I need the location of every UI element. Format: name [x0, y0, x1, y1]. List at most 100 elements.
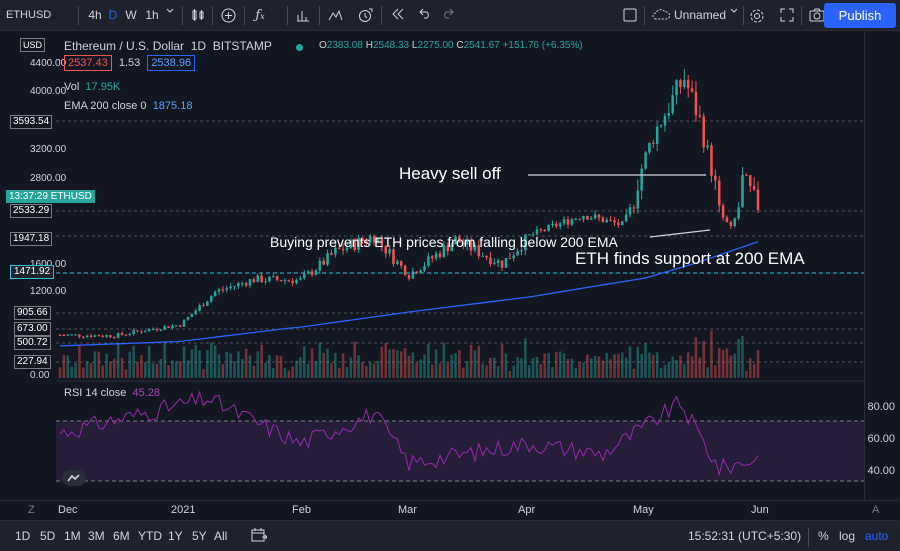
go-to-date-icon[interactable]	[251, 528, 268, 545]
range-5d[interactable]: 5D	[40, 529, 56, 543]
range-5y[interactable]: 5Y	[192, 529, 207, 543]
template-icon[interactable]	[325, 6, 345, 25]
volume-bar	[516, 357, 519, 378]
ask-price[interactable]: 2538.96	[147, 55, 196, 71]
volume-bar	[714, 365, 717, 378]
volume-legend[interactable]: Vol 17.95K	[64, 81, 121, 93]
volume-bar	[268, 355, 271, 378]
buying-pointer	[649, 229, 711, 238]
candle-body	[97, 335, 101, 337]
divider	[182, 6, 183, 25]
candle-body	[198, 305, 201, 311]
candle-body	[109, 335, 112, 338]
publish-button[interactable]: Publish	[824, 3, 896, 28]
time-axis[interactable]: Z Dec 2021 Feb Mar Apr May Jun A	[0, 500, 900, 520]
add-icon[interactable]	[218, 6, 238, 25]
cloud-icon[interactable]	[650, 6, 672, 25]
candle-body	[655, 126, 659, 144]
volume-bar	[558, 351, 562, 378]
range-3m[interactable]: 3M	[88, 529, 105, 543]
price-chart[interactable]	[0, 31, 900, 500]
right-axis[interactable]: 80.00 60.00 40.00	[864, 31, 900, 500]
range-1m[interactable]: 1M	[64, 529, 81, 543]
volume-bar	[128, 351, 132, 378]
volume-bar	[729, 355, 733, 378]
fx-icon[interactable]: ƒx	[255, 8, 265, 23]
candle-body	[326, 253, 329, 265]
volume-bar	[462, 367, 465, 378]
range-1d[interactable]: 1D	[15, 529, 31, 543]
volume-bar	[481, 363, 484, 378]
volume-bar	[240, 358, 244, 378]
interval-4h[interactable]: 4h	[88, 8, 102, 22]
square-icon[interactable]	[621, 6, 639, 25]
candle-body	[547, 224, 550, 231]
volume-bar	[458, 350, 461, 378]
top-toolbar: ETHUSD 4h D W 1h ƒx Unnamed	[0, 0, 900, 31]
candle-body	[349, 240, 353, 248]
candle-body	[578, 218, 581, 220]
candle-body	[225, 288, 229, 290]
range-1y[interactable]: 1Y	[168, 529, 183, 543]
volume-bar	[303, 346, 306, 378]
currency-label[interactable]: USD	[20, 38, 46, 52]
volume-bar	[186, 360, 190, 378]
ema-legend[interactable]: EMA 200 close 0 1875.18	[64, 100, 193, 112]
candle-body	[500, 260, 504, 268]
fullscreen-icon[interactable]	[777, 6, 797, 25]
time-label: Feb	[292, 504, 311, 516]
undo-icon[interactable]	[416, 6, 434, 25]
annotation-sell-off[interactable]: Heavy sell off	[399, 164, 501, 183]
logo-icon[interactable]	[62, 470, 86, 486]
chevron-down-icon[interactable]	[728, 6, 740, 25]
annotation-buying[interactable]: Buying prevents ETH prices from falling …	[270, 234, 618, 250]
redo-icon[interactable]	[438, 6, 456, 25]
volume-bar	[109, 361, 112, 378]
volume-bar	[341, 353, 345, 378]
annotation-support[interactable]: ETH finds support at 200 EMA	[575, 249, 805, 268]
volume-bar	[337, 367, 341, 378]
layout-name[interactable]: Unnamed	[674, 8, 727, 22]
candle-body	[89, 335, 93, 337]
log-toggle[interactable]: log	[839, 529, 856, 543]
candle-body	[605, 219, 609, 223]
range-6m[interactable]: 6M	[113, 529, 130, 543]
interval-w[interactable]: W	[125, 8, 137, 22]
auto-scale-a-button[interactable]: A	[872, 504, 880, 516]
bid-price[interactable]: 2537.43	[64, 55, 112, 71]
interval-1h[interactable]: 1h	[145, 8, 159, 22]
gear-icon[interactable]	[747, 6, 767, 25]
candle-body	[399, 261, 403, 266]
clock[interactable]: 15:52:31 (UTC+5:30)	[688, 529, 802, 543]
chart-legend-title[interactable]: Ethereum / U.S. Dollar 1D BITSTAMP	[64, 39, 272, 53]
percent-toggle[interactable]: %	[818, 529, 829, 543]
candle-body	[516, 251, 519, 256]
volume-bar	[144, 362, 147, 378]
symbol-search[interactable]: ETHUSD	[6, 9, 52, 21]
bar-chart-icon[interactable]	[293, 6, 313, 25]
range-all[interactable]: All	[214, 529, 228, 543]
range-ytd[interactable]: YTD	[138, 529, 162, 543]
candle-body	[748, 175, 752, 187]
volume-bar	[617, 353, 620, 378]
volume-bar	[434, 349, 438, 378]
chevron-down-icon[interactable]	[163, 6, 177, 25]
candle-body	[508, 258, 512, 260]
volume-bar	[365, 366, 368, 378]
volume-bar	[756, 349, 760, 378]
volume-bar	[213, 345, 217, 378]
volume-bar	[306, 363, 310, 378]
candle-body	[644, 152, 647, 169]
auto-toggle[interactable]: auto	[865, 529, 889, 543]
volume-bar	[504, 353, 508, 378]
candle-body	[244, 283, 248, 286]
interval-d[interactable]: D	[108, 8, 118, 22]
replay-icon[interactable]	[388, 6, 408, 25]
zoom-z-button[interactable]: Z	[28, 504, 35, 516]
candle-body	[524, 234, 527, 251]
candles-icon[interactable]	[188, 6, 208, 25]
rsi-legend[interactable]: RSI 14 close 45.28	[64, 387, 161, 399]
time-label: Apr	[518, 504, 536, 516]
candle-body	[291, 280, 294, 284]
alert-icon[interactable]	[355, 6, 375, 25]
